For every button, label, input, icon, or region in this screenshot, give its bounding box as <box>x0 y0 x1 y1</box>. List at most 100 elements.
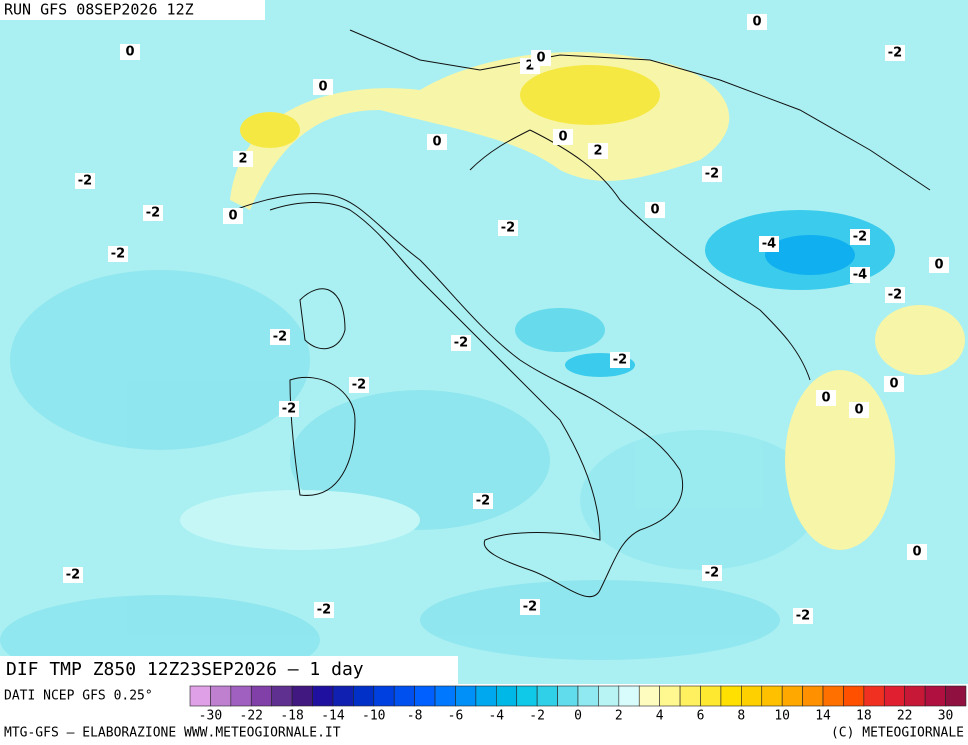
colorbar-label: 18 <box>856 709 872 724</box>
contour-label: -2 <box>111 247 125 262</box>
contour-label: -4 <box>853 268 867 283</box>
colorbar-box <box>189 685 211 707</box>
colorbar-box <box>271 685 293 707</box>
label-bg <box>759 236 779 252</box>
colorbar-box <box>679 685 701 707</box>
label-bg <box>702 565 722 581</box>
colorbar-box <box>802 685 824 707</box>
label-bg <box>531 50 551 66</box>
colorbar-box <box>332 685 354 707</box>
contour-label: -2 <box>352 378 366 393</box>
contour-label: 2 <box>593 144 602 159</box>
colorbar-label: 14 <box>815 709 831 724</box>
colorbar-box <box>577 685 599 707</box>
contour-label: -2 <box>273 330 287 345</box>
contour-label: -2 <box>78 174 92 189</box>
contour-label: -2 <box>523 600 537 615</box>
label-bg <box>498 220 518 236</box>
label-bg <box>553 129 573 145</box>
colorbar-box <box>475 685 497 707</box>
colorbar-box <box>434 685 456 707</box>
data-source: DATI NCEP GFS 0.25° <box>4 689 153 704</box>
label-bg <box>850 267 870 283</box>
contour-label: -2 <box>796 609 810 624</box>
contour-label: -2 <box>501 221 515 236</box>
label-bg <box>313 79 333 95</box>
contour-label: 0 <box>889 377 898 392</box>
label-bg <box>75 173 95 189</box>
label-bg <box>349 377 369 393</box>
contour-label: 0 <box>650 203 659 218</box>
colorbar-label: 22 <box>897 709 913 724</box>
product-title: DIF TMP Z850 12Z23SEP2026 — 1 day <box>6 659 364 680</box>
contour-label: 0 <box>228 209 237 224</box>
contour-label: -2 <box>476 494 490 509</box>
colorbar-label: -18 <box>280 709 303 724</box>
contour-label: -2 <box>853 230 867 245</box>
colorbar-box <box>822 685 844 707</box>
label-bg <box>645 202 665 218</box>
credit-right: (C) METEOGIORNALE <box>831 726 964 741</box>
colorbar-box <box>761 685 783 707</box>
contour-label: 0 <box>558 130 567 145</box>
colorbar-box <box>924 685 946 707</box>
colorbar-label: -8 <box>407 709 423 724</box>
colorbar-box <box>230 685 252 707</box>
colorbar-box <box>618 685 640 707</box>
contour-label: 0 <box>752 15 761 30</box>
label-bg <box>849 402 869 418</box>
colorbar-box <box>904 685 926 707</box>
colorbar-box <box>250 685 272 707</box>
colorbar-box <box>843 685 865 707</box>
contour-label: -2 <box>282 402 296 417</box>
coastlines <box>234 29 931 598</box>
colorbar-box <box>536 685 558 707</box>
label-bg <box>473 493 493 509</box>
label-bg <box>427 134 447 150</box>
contour-label: -2 <box>888 46 902 61</box>
label-bg <box>143 205 163 221</box>
label-bg <box>588 143 608 159</box>
colorbar-box <box>720 685 742 707</box>
contour-label: -2 <box>888 288 902 303</box>
colorbar-box <box>495 685 518 707</box>
colorbar-box <box>291 685 313 707</box>
contour-label: 0 <box>536 51 545 66</box>
colorbar-box <box>373 685 395 707</box>
colorbar-box <box>598 685 620 707</box>
label-bg <box>816 390 836 406</box>
colorbar-box <box>516 685 538 707</box>
contour-label: -2 <box>705 167 719 182</box>
colorbar-box <box>700 685 722 707</box>
label-bg <box>850 229 870 245</box>
contour-label: -2 <box>146 206 160 221</box>
colorbar-label: 10 <box>774 709 790 724</box>
label-bg <box>63 567 83 583</box>
colorbar-label: -4 <box>488 709 504 724</box>
colorbar-box <box>741 685 763 707</box>
colorbar-label: -10 <box>362 709 385 724</box>
colorbar-label: 0 <box>574 709 582 724</box>
colorbar-box <box>455 685 477 707</box>
label-bg <box>108 246 128 262</box>
contour-label: -2 <box>454 336 468 351</box>
contour-label: 0 <box>934 258 943 273</box>
title-box <box>0 0 265 20</box>
contour-label: 0 <box>912 545 921 560</box>
label-bg <box>270 329 290 345</box>
colorbar-box <box>863 685 885 707</box>
contour-label: -4 <box>762 237 776 252</box>
colorbar-box <box>414 685 436 707</box>
colorbar-label: -30 <box>199 709 222 724</box>
label-bg <box>233 151 253 167</box>
colorbar-box <box>781 685 803 707</box>
colorbar: -30 -22 -18 -14 -10 -8 -6 -4 -2 0 2 4 6 8 10 14 18 22 30 <box>189 685 967 724</box>
colorbar-label: 2 <box>615 709 623 724</box>
colorbar-label: 8 <box>737 709 745 724</box>
colorbar-label: -22 <box>240 709 263 724</box>
colorbar-label: 6 <box>697 709 705 724</box>
contour-label: -2 <box>613 353 627 368</box>
colorbar-label: -14 <box>321 709 345 724</box>
label-bg <box>793 608 813 624</box>
